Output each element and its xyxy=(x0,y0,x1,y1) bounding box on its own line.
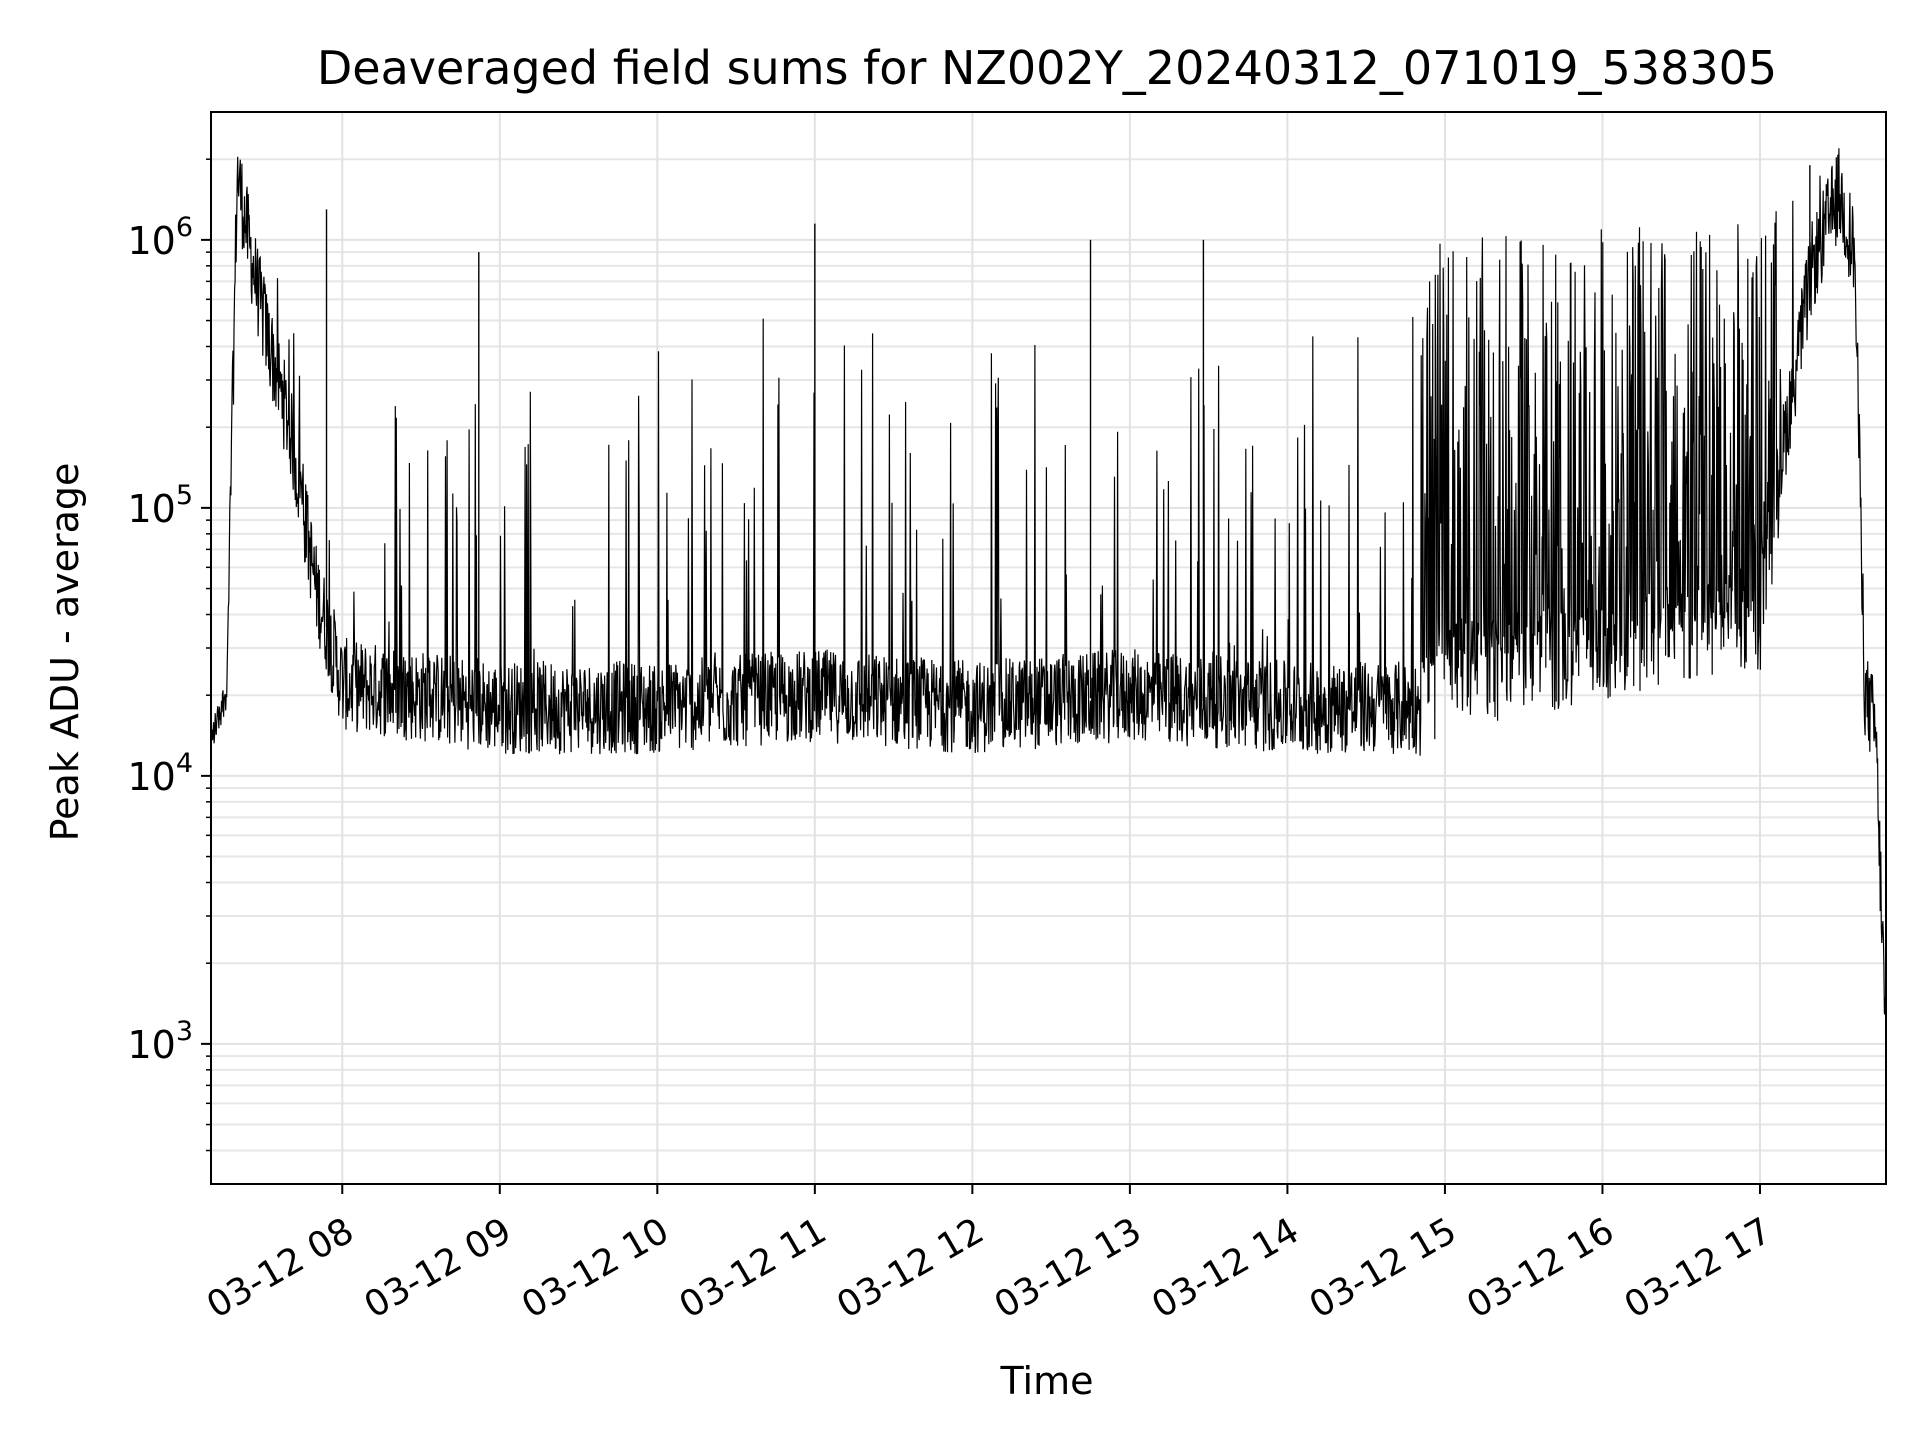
y-tick-label: 106 xyxy=(127,212,193,263)
y-tick-label: 103 xyxy=(127,1016,193,1067)
y-tick-label: 105 xyxy=(127,480,193,531)
y-tick-label: 104 xyxy=(127,748,193,799)
data-series xyxy=(210,148,1887,1022)
grid xyxy=(211,112,1886,1184)
series-line xyxy=(210,148,1887,1022)
y-axis-label: Peak ADU - average xyxy=(43,463,87,842)
x-axis-label: Time xyxy=(1000,1359,1094,1403)
chart-title: Deaveraged field sums for NZ002Y_2024031… xyxy=(317,41,1777,95)
